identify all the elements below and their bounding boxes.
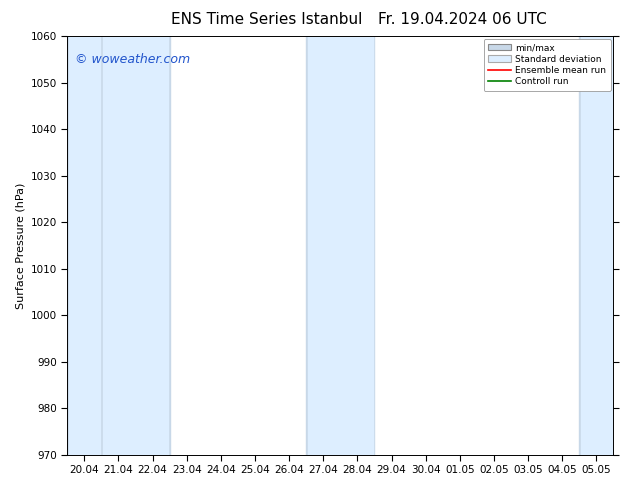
Bar [308,36,373,455]
Bar [103,36,168,455]
Bar [306,36,375,455]
Legend: min/max, Standard deviation, Ensemble mean run, Controll run: min/max, Standard deviation, Ensemble me… [484,39,611,91]
Bar [67,36,101,455]
Bar [581,36,612,455]
Bar [69,36,100,455]
Text: Fr. 19.04.2024 06 UTC: Fr. 19.04.2024 06 UTC [378,12,547,27]
Text: © woweather.com: © woweather.com [75,53,191,66]
Y-axis label: Surface Pressure (hPa): Surface Pressure (hPa) [15,182,25,309]
Bar [101,36,170,455]
Bar [579,36,614,455]
Text: ENS Time Series Istanbul: ENS Time Series Istanbul [171,12,362,27]
